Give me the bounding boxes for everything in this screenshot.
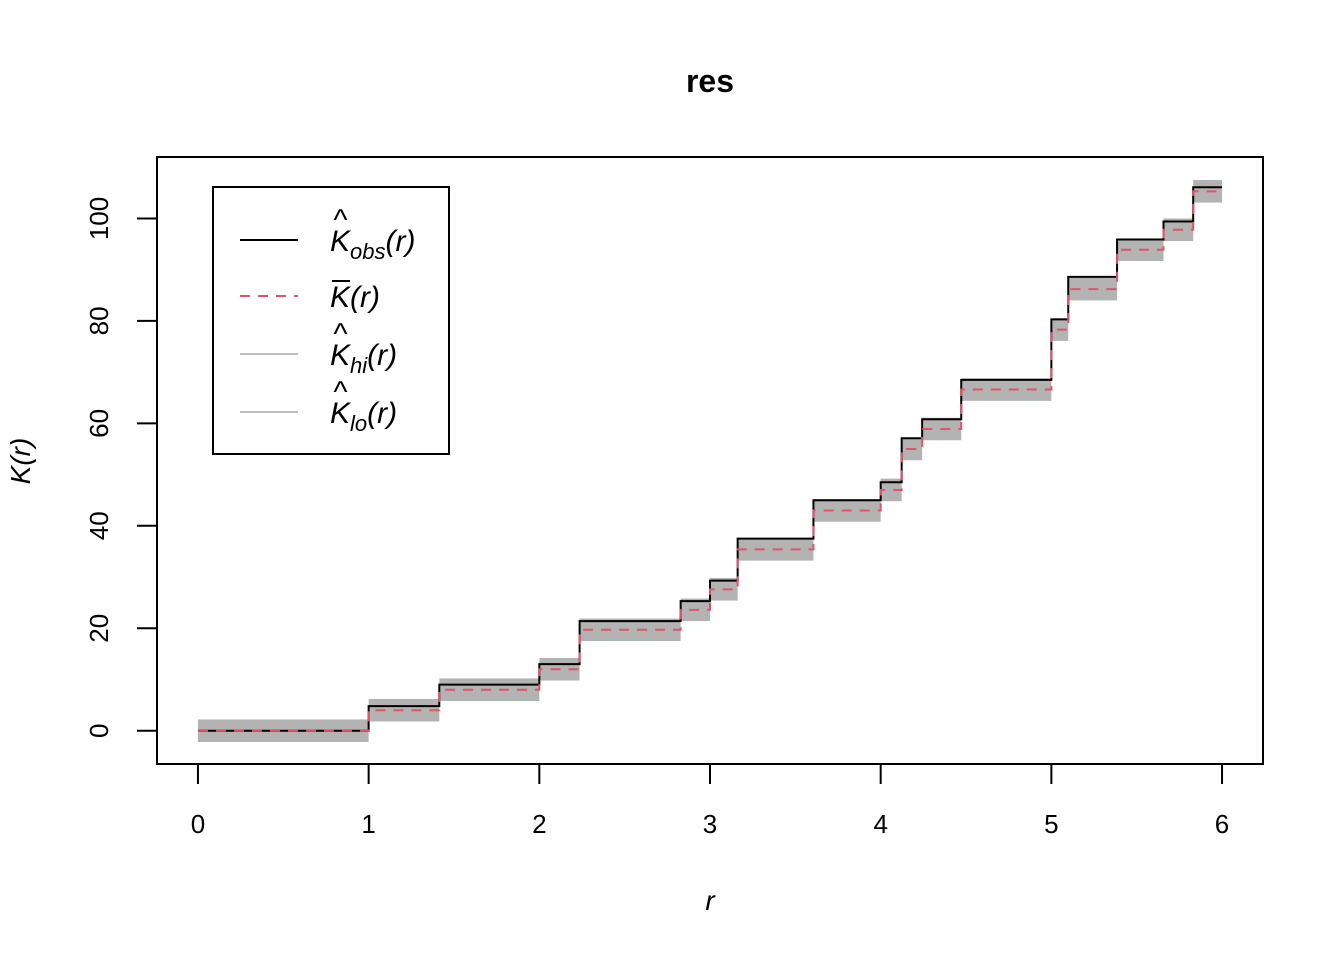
legend-label-2: Khi(r) [330,339,397,378]
y-axis-title: K(r) [5,438,36,485]
legend-box [212,186,450,455]
x-tick-label: 3 [703,809,717,839]
legend: Kobs(r)^K(r)Khi(r)^Klo(r)^ [212,186,450,455]
y-tick-label: 60 [84,409,114,438]
legend-label-3: Klo(r) [330,397,397,436]
x-axis-title: r [705,885,716,916]
legend-hat-2: ^ [333,318,348,351]
x-tick-label: 4 [873,809,887,839]
envelope-step-1 [368,698,440,722]
y-tick-label: 20 [84,614,114,643]
y-axis-title-main: K [5,464,36,484]
chart-title: res [686,63,734,99]
envelope-step-12 [961,378,1052,401]
x-tick-label: 6 [1215,809,1229,839]
svg-text:K(r): K(r) [5,438,36,485]
y-tick-label: 100 [84,197,114,240]
series-lines [197,186,1223,732]
legend-label-0: Kobs(r) [330,225,415,264]
y-tick-label: 80 [84,306,114,335]
legend-hat-3: ^ [333,376,348,409]
legend-label-1: K(r) [330,281,380,314]
y-axis: 0 20 40 60 80 100 [84,197,158,738]
envelope-step-9 [880,478,902,502]
x-tick-label: 2 [532,809,546,839]
x-tick-label: 0 [191,809,205,839]
y-tick-label: 0 [84,723,114,737]
envelope-step-4 [579,618,681,642]
x-tick-label: 1 [361,809,375,839]
y-tick-label: 40 [84,511,114,540]
legend-hat-0: ^ [333,204,348,237]
x-axis: 0 1 2 3 4 5 6 [191,763,1229,839]
series-theo-line [197,190,1223,732]
y-axis-title-arg: (r) [5,438,36,466]
x-tick-label: 5 [1044,809,1058,839]
